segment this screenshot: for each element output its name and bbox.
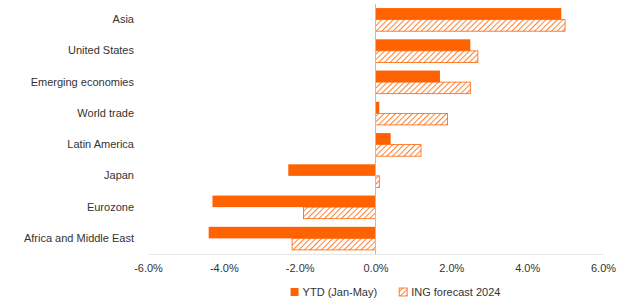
category-label: Emerging economies (31, 76, 135, 88)
legend-label: ING forecast 2024 (411, 286, 500, 298)
bar (288, 164, 375, 176)
y-tick: Asia (113, 13, 148, 25)
x-tick-label: -6.0% (134, 262, 163, 274)
x-tick: -4.0% (210, 254, 239, 274)
legend-swatch (291, 288, 299, 296)
x-tick: -6.0% (134, 254, 163, 274)
y-tick: Eurozone (87, 201, 148, 213)
y-tick: World trade (77, 107, 148, 119)
bar (212, 196, 375, 208)
legend: YTD (Jan-May) ING forecast 2024 (291, 286, 501, 298)
x-axis-line (149, 254, 604, 255)
category-label: World trade (77, 107, 134, 119)
bar (376, 113, 448, 125)
x-tick: 6.0% (591, 254, 616, 274)
x-tick-label: 2.0% (439, 262, 464, 274)
y-axis: Asia United States Emerging economies World… (24, 13, 148, 244)
category-label: Eurozone (87, 201, 134, 213)
category-label: Africa and Middle East (24, 232, 134, 244)
x-axis: -6.0% -4.0% -2.0% 0.0% 2.0% 4.0% 6.0% (134, 254, 616, 274)
bar (303, 207, 375, 219)
plot: -6.0% -4.0% -2.0% 0.0% 2.0% 4.0% 6.0% Asia Unite… (24, 4, 616, 274)
category-label: United States (68, 44, 135, 56)
x-tick-label: -2.0% (286, 262, 315, 274)
legend-item: ING forecast 2024 (399, 286, 500, 298)
y-tick: Latin America (67, 138, 148, 150)
chart: -6.0% -4.0% -2.0% 0.0% 2.0% 4.0% 6.0% Asia Unite… (0, 0, 640, 308)
bar (292, 238, 375, 250)
bar (376, 8, 562, 20)
x-tick: 0.0% (363, 254, 388, 274)
category-label: Japan (104, 169, 134, 181)
category-label: Latin America (67, 138, 135, 150)
x-tick: 2.0% (439, 254, 464, 274)
bar (209, 227, 376, 239)
y-tick: Africa and Middle East (24, 232, 148, 244)
x-tick-label: -4.0% (210, 262, 239, 274)
y-tick: Emerging economies (31, 76, 148, 88)
bar (376, 51, 478, 63)
bar (376, 82, 471, 94)
bar (376, 133, 391, 145)
bar (376, 145, 422, 157)
legend-label: YTD (Jan-May) (303, 286, 378, 298)
bar (376, 102, 380, 114)
zero-line (375, 4, 376, 254)
bar (376, 20, 566, 32)
legend-swatch (399, 288, 407, 296)
x-tick: 4.0% (515, 254, 540, 274)
x-tick-label: 4.0% (515, 262, 540, 274)
category-label: Asia (113, 13, 135, 25)
y-tick: Japan (104, 169, 148, 181)
bars (209, 8, 565, 250)
x-tick: -2.0% (286, 254, 315, 274)
x-tick-label: 6.0% (591, 262, 616, 274)
y-tick: United States (68, 44, 148, 56)
bar (376, 71, 440, 83)
bar (376, 176, 380, 188)
legend-item: YTD (Jan-May) (291, 286, 378, 298)
x-tick-label: 0.0% (363, 262, 388, 274)
bar (376, 39, 471, 51)
